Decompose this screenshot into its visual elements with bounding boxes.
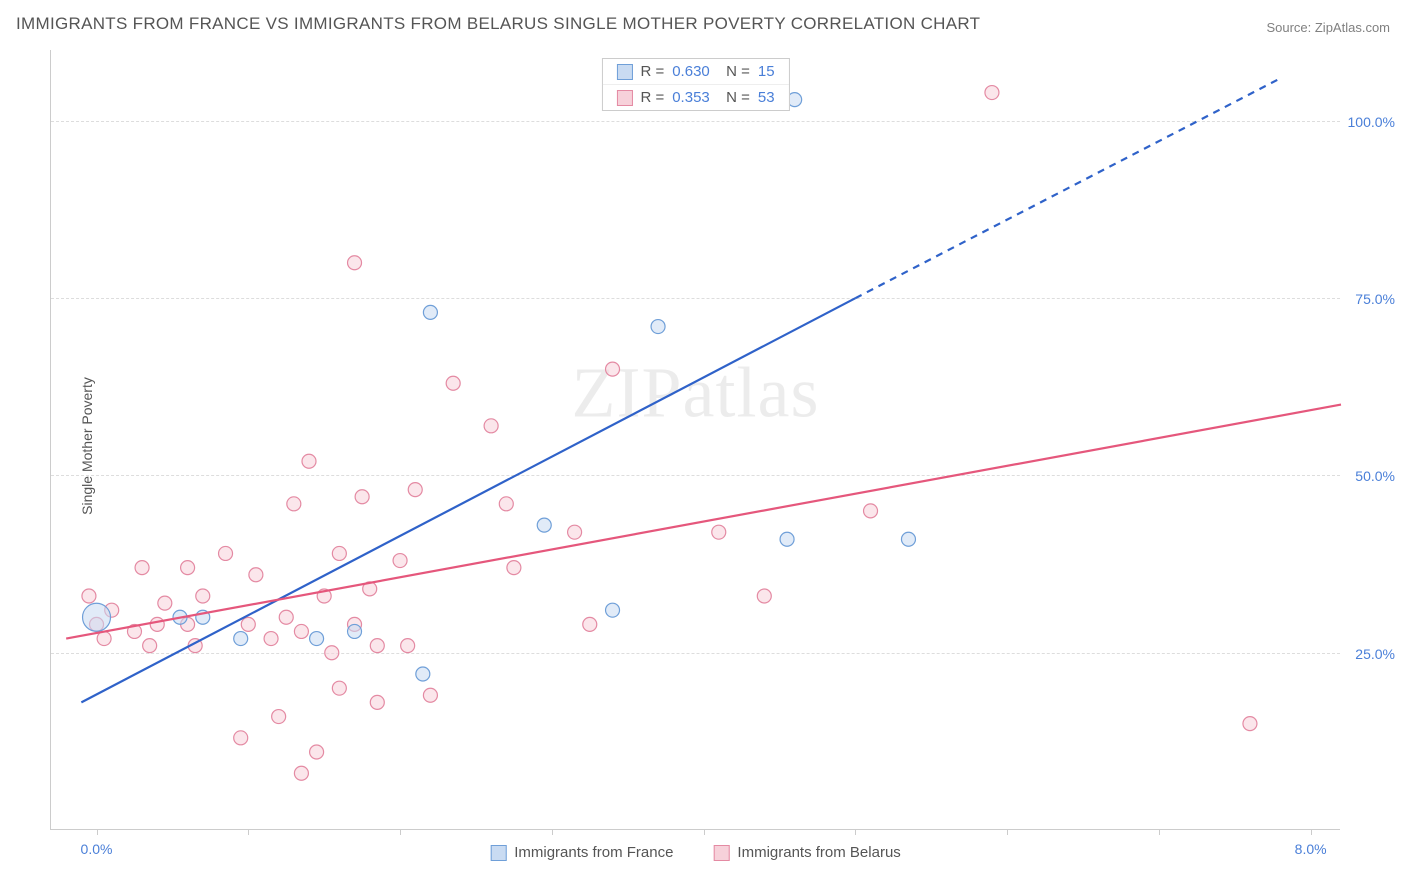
data-point [423,305,437,319]
data-point [985,86,999,100]
data-point [651,320,665,334]
data-point [287,497,301,511]
data-point [568,525,582,539]
data-point [219,546,233,560]
data-point [234,731,248,745]
ytick-label: 100.0% [1348,114,1395,130]
data-point [264,632,278,646]
chart-container: IMMIGRANTS FROM FRANCE VS IMMIGRANTS FRO… [0,0,1406,892]
data-point [234,632,248,646]
data-point [499,497,513,511]
legend-label-france: Immigrants from France [514,844,673,861]
data-point [150,617,164,631]
n-value-france: 15 [758,63,775,80]
correlation-row-france: R = 0.630 N = 15 [602,59,788,84]
data-point [97,632,111,646]
data-point [158,596,172,610]
legend-swatch-belarus [713,845,729,861]
data-point [332,681,346,695]
data-point [423,688,437,702]
data-point [864,504,878,518]
n-value-belarus: 53 [758,89,775,106]
data-point [348,256,362,270]
legend-item-france: Immigrants from France [490,844,673,861]
data-point [294,766,308,780]
r-label: R = [640,63,664,80]
data-point [712,525,726,539]
xtick [248,829,249,835]
r-label: R = [640,89,664,106]
data-point [325,646,339,660]
data-point [355,490,369,504]
data-point [249,568,263,582]
ytick-label: 75.0% [1355,291,1395,307]
data-point [279,610,293,624]
chart-svg [51,50,1340,829]
legend-item-belarus: Immigrants from Belarus [713,844,900,861]
correlation-row-belarus: R = 0.353 N = 53 [602,84,788,110]
ytick-label: 50.0% [1355,468,1395,484]
data-point [370,639,384,653]
data-point [446,376,460,390]
data-point [583,617,597,631]
xtick [1159,829,1160,835]
xtick [704,829,705,835]
xtick [1007,829,1008,835]
r-value-belarus: 0.353 [672,89,710,106]
swatch-belarus [616,90,632,106]
data-point [272,710,286,724]
data-point [606,362,620,376]
data-point [310,745,324,759]
data-point [302,454,316,468]
xtick-label: 8.0% [1295,841,1327,857]
data-point [780,532,794,546]
data-point [196,589,210,603]
xtick [97,829,98,835]
data-point [484,419,498,433]
r-value-france: 0.630 [672,63,710,80]
swatch-france [616,64,632,80]
data-point [507,561,521,575]
data-point [370,695,384,709]
ytick-label: 25.0% [1355,646,1395,662]
legend-swatch-france [490,845,506,861]
data-point [348,624,362,638]
data-point [310,632,324,646]
data-point [135,561,149,575]
plot-area: ZIPatlas 25.0%50.0%75.0%100.0% 0.0%8.0% … [50,50,1340,830]
xtick [1311,829,1312,835]
data-point [181,561,195,575]
legend-label-belarus: Immigrants from Belarus [737,844,900,861]
correlation-box: R = 0.630 N = 15 R = 0.353 N = 53 [601,58,789,111]
xtick-label: 0.0% [81,841,113,857]
data-point [401,639,415,653]
xtick [400,829,401,835]
chart-source: Source: ZipAtlas.com [1266,20,1390,35]
n-label: N = [718,63,750,80]
data-point [901,532,915,546]
xtick [552,829,553,835]
data-point [1243,717,1257,731]
data-point [537,518,551,532]
data-point [82,589,96,603]
xtick [855,829,856,835]
data-point [606,603,620,617]
data-point [416,667,430,681]
data-point [393,554,407,568]
data-point [757,589,771,603]
data-point [241,617,255,631]
data-point [143,639,157,653]
data-point [294,624,308,638]
legend: Immigrants from France Immigrants from B… [490,844,901,861]
data-point [332,546,346,560]
data-point [408,483,422,497]
chart-title: IMMIGRANTS FROM FRANCE VS IMMIGRANTS FRO… [16,14,980,34]
n-label: N = [718,89,750,106]
data-point [788,93,802,107]
data-point [83,603,111,631]
